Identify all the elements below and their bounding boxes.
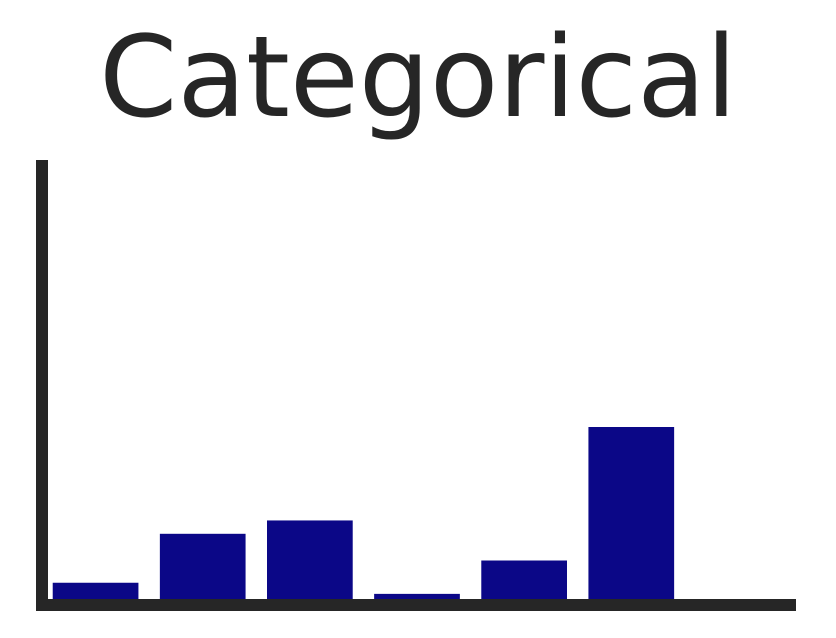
chart-title: Categorical [99, 13, 737, 143]
bar-5 [481, 560, 567, 605]
bar-3 [267, 520, 353, 605]
bars-group [52, 427, 782, 605]
bar-2 [159, 533, 246, 605]
bar-6 [588, 427, 675, 605]
